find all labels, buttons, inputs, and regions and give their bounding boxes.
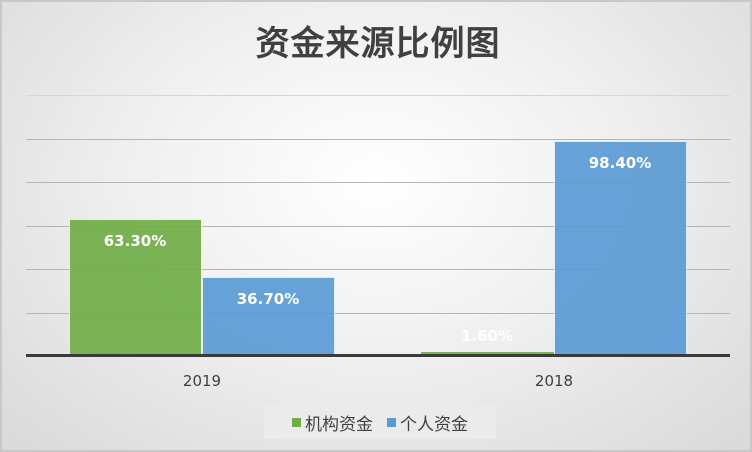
gridline [26, 269, 730, 270]
data-label: 98.40% [588, 154, 652, 172]
legend-label: 机构资金 [305, 414, 373, 435]
gridline [26, 313, 730, 314]
bar-2019-personal[interactable] [202, 277, 335, 355]
x-axis-line [26, 354, 730, 357]
gridline [26, 95, 730, 96]
bar-2018-institutional[interactable] [421, 352, 554, 355]
data-label: 36.70% [236, 290, 300, 308]
legend-item-institutional[interactable]: 机构资金 [292, 410, 373, 435]
gridline [26, 182, 730, 183]
gridline [26, 226, 730, 227]
legend: 机构资金 个人资金 [264, 405, 496, 439]
x-tick-label: 2019 [182, 372, 222, 390]
data-label: 1.60% [460, 327, 514, 345]
data-label: 63.30% [103, 232, 167, 250]
bar-2018-personal[interactable] [554, 141, 687, 355]
legend-label: 个人资金 [400, 414, 468, 435]
legend-item-personal[interactable]: 个人资金 [387, 410, 468, 435]
chart-title: 资金来源比例图 [255, 24, 501, 64]
legend-swatch-icon [387, 417, 396, 427]
legend-swatch-icon [292, 417, 301, 427]
x-tick-label: 2018 [534, 372, 574, 390]
gridline [26, 139, 730, 140]
